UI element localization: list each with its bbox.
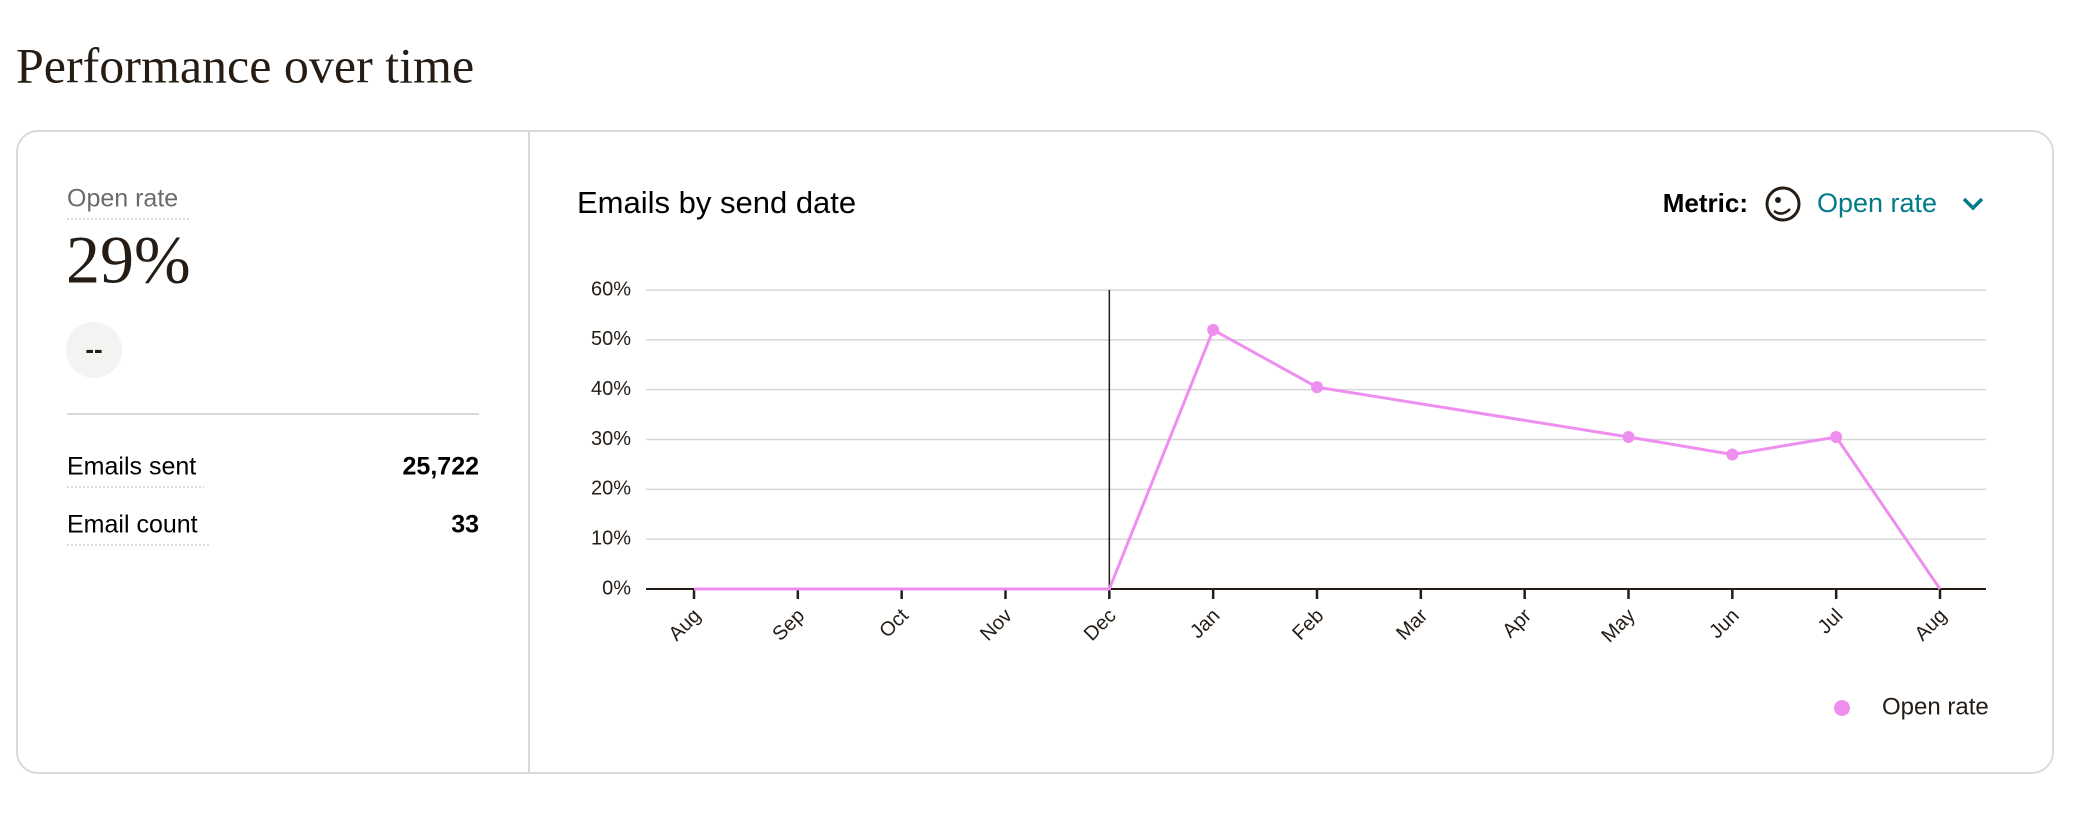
change-pill	[66, 322, 122, 378]
legend-marker	[1834, 700, 1850, 716]
data-point	[1207, 323, 1220, 336]
stat-label: Emails sent	[67, 453, 196, 481]
y-tick-label: 30%	[591, 428, 631, 450]
summary-change: --	[85, 334, 102, 364]
y-tick-label: 20%	[591, 478, 631, 500]
chevron[interactable]	[1962, 197, 1984, 211]
data-point	[1311, 381, 1323, 394]
summary-label: Open rate	[67, 185, 178, 213]
stat-value: 33	[451, 511, 479, 539]
y-tick-label: 60%	[591, 278, 631, 300]
y-tick-label: 10%	[591, 527, 631, 549]
stat-value: 25,722	[403, 453, 479, 481]
card	[16, 130, 2054, 774]
metric-dropdown[interactable]: Open rate	[1817, 188, 1937, 218]
data-point	[1830, 431, 1843, 444]
y-tick-label: 40%	[591, 378, 631, 400]
y-tick-label: 0%	[602, 577, 631, 599]
summary-value: 29%	[66, 222, 191, 298]
data-point	[1726, 448, 1739, 461]
y-tick-label: 50%	[591, 328, 631, 350]
stat-label: Email count	[67, 511, 198, 539]
metric-icon	[1765, 186, 1801, 222]
chart-title: Emails by send date	[577, 185, 856, 220]
data-point	[1622, 431, 1635, 444]
legend-label: Open rate	[1882, 693, 1989, 720]
metric-label: Metric:	[1663, 188, 1748, 218]
page-title: Performance over time	[16, 37, 474, 93]
